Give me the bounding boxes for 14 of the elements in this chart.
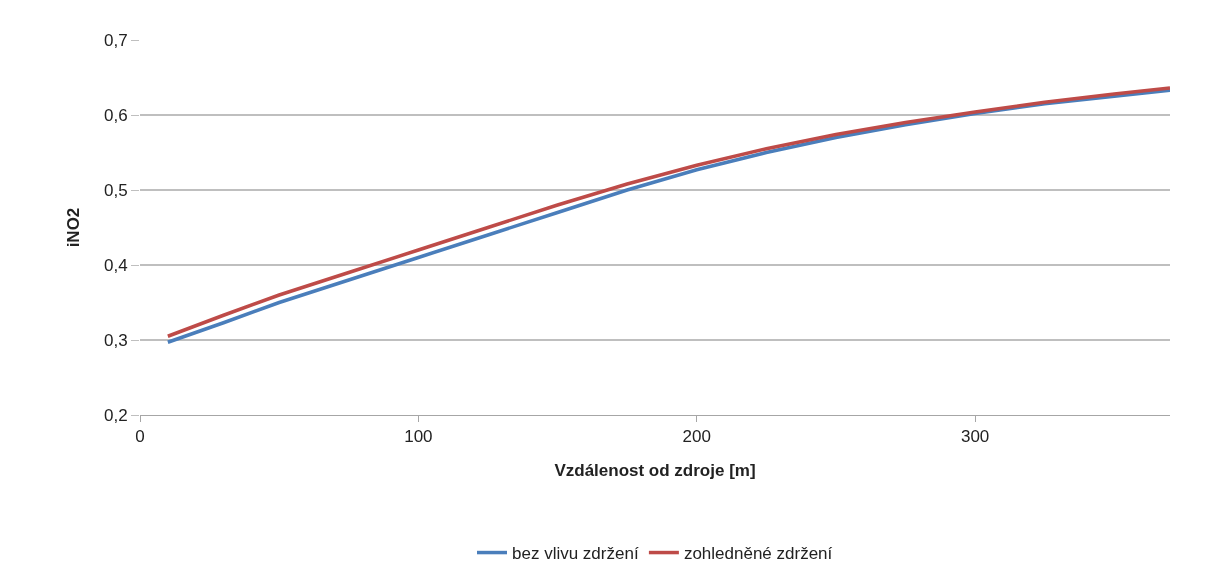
y-tick-label: 0,6	[103, 105, 128, 125]
y-tick-label: 0,2	[103, 405, 128, 425]
y-tick-label: 0,3	[103, 330, 128, 350]
x-tick-label: 0	[135, 427, 145, 447]
y-tick-label: 0,4	[103, 255, 128, 275]
x-axis-title: Vzdálenost od zdroje [m]	[554, 460, 756, 480]
y-tick-label: 0,5	[103, 180, 128, 200]
x-tick-label: 200	[682, 427, 711, 447]
legend-label: bez vlivu zdržení	[512, 544, 639, 564]
x-tick-label: 100	[404, 427, 433, 447]
legend-label: zohledněné zdržení	[683, 544, 833, 564]
x-tick-label: 300	[960, 427, 990, 447]
y-tick-label: 0,7	[103, 30, 128, 50]
y-axis-title: iNO2	[63, 207, 83, 248]
